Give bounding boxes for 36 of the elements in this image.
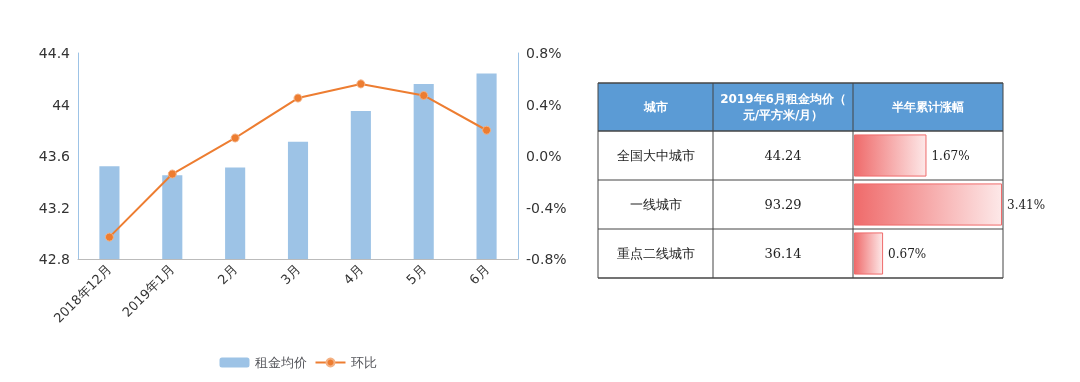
point [167, 169, 177, 179]
y2-tick-label: -0.8% [526, 251, 567, 267]
y-axis-title: 城市 [642, 100, 668, 114]
x-tick-label: 4月 [340, 261, 367, 288]
x-tick-label: 5月 [403, 261, 430, 288]
y2-tick-label: 0.4% [526, 96, 562, 113]
point [356, 79, 366, 89]
y2-tick-label: 44.24 [764, 148, 802, 163]
point [482, 125, 492, 135]
x-tick-label: 3月 [277, 261, 304, 288]
x-axis-title: 半年累计涨幅 [891, 100, 964, 114]
y-tick-label: 一线城市 [629, 197, 682, 212]
point [230, 133, 240, 143]
y2-axis-title: 2019年6月租金均价（元/平方米/月） [720, 92, 846, 122]
y-tick-label: 全国大中城市 [616, 148, 695, 163]
data-label: 1.67% [931, 148, 970, 163]
data-label: 3.41% [1007, 197, 1046, 212]
point [293, 93, 303, 103]
legend-label: 租金均价 [254, 355, 307, 370]
y2-tick-label: 0.0% [526, 148, 562, 164]
y2-tick-label: 0.8% [526, 45, 562, 61]
y-tick-label: 44.4 [38, 45, 71, 61]
y2-tick-label: 36.14 [764, 246, 802, 261]
point [419, 90, 429, 100]
y2-tick-label: -0.4% [526, 199, 567, 216]
legend-label: 环比 [350, 355, 377, 370]
y-tick-label: 重点二线城市 [616, 246, 695, 261]
y-tick-label: 43.6 [38, 148, 71, 164]
x-tick-label: 2月 [214, 261, 241, 288]
data-label: 0.67% [888, 246, 927, 261]
point [104, 232, 114, 242]
y-tick-label: 44 [52, 96, 71, 113]
x-tick-label: 6月 [466, 261, 492, 288]
y-tick-label: 42.8 [38, 251, 70, 267]
y2-tick-label: 93.29 [764, 197, 802, 212]
y-tick-label: 43.2 [38, 199, 70, 216]
